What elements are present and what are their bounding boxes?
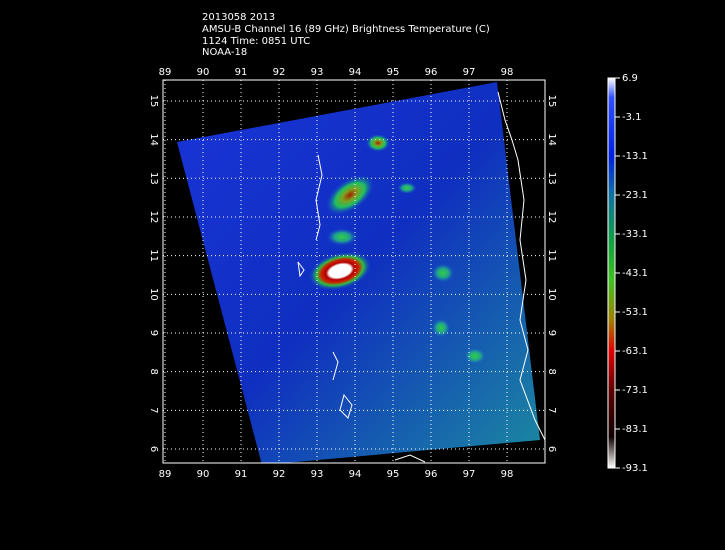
colorbar-label: -93.1: [622, 463, 648, 474]
lat-label: 6: [546, 446, 557, 452]
lat-label: 9: [148, 330, 159, 336]
lon-label: 95: [387, 469, 400, 480]
lon-label: 92: [273, 469, 286, 480]
convection: [431, 318, 451, 338]
lat-label: 13: [546, 172, 557, 185]
lon-label: 94: [349, 469, 362, 480]
lon-label: 93: [311, 67, 324, 78]
lon-label: 93: [311, 469, 324, 480]
title-line: NOAA-18: [202, 47, 247, 58]
map-image: [177, 82, 545, 463]
lat-label: 6: [148, 446, 159, 452]
lat-label: 9: [546, 330, 557, 336]
lat-label: 8: [148, 368, 159, 374]
lon-label: 96: [425, 469, 438, 480]
lat-label: 11: [148, 249, 159, 262]
convection: [366, 134, 390, 152]
lon-label: 90: [197, 67, 210, 78]
storm-core: [308, 251, 372, 291]
colorbar-label: -43.1: [622, 268, 648, 279]
lon-label: 98: [501, 469, 514, 480]
convection: [463, 347, 487, 365]
lon-label: 90: [197, 469, 210, 480]
colorbar-label: -13.1: [622, 151, 648, 162]
title-line: 1124 Time: 0851 UTC: [202, 36, 310, 47]
coastline: [297, 91, 545, 463]
lon-label: 89: [159, 469, 172, 480]
lat-label: 10: [546, 288, 557, 301]
lon-label: 98: [501, 67, 514, 78]
convection: [325, 174, 375, 216]
lon-label: 96: [425, 67, 438, 78]
lon-label: 91: [235, 469, 248, 480]
lon-label: 94: [349, 67, 362, 78]
colorbar-label: -23.1: [622, 190, 648, 201]
lon-label: 97: [463, 469, 476, 480]
title-line: AMSU-B Channel 16 (89 GHz) Brightness Te…: [202, 24, 490, 35]
colorbar-label: -73.1: [622, 385, 648, 396]
lat-label: 15: [148, 95, 159, 108]
lat-label: 14: [148, 133, 159, 146]
convection: [397, 182, 417, 194]
lat-label: 12: [148, 211, 159, 224]
title-line: 2013058 2013: [202, 12, 275, 23]
colorbar-label: -3.1: [622, 112, 642, 123]
colorbar-label: 6.9: [622, 73, 638, 84]
lon-label: 95: [387, 67, 400, 78]
lat-label: 13: [148, 172, 159, 185]
lon-label: 91: [235, 67, 248, 78]
lat-label: 7: [546, 407, 557, 413]
lon-label: 97: [463, 67, 476, 78]
lat-label: 14: [546, 133, 557, 146]
lon-label: 92: [273, 67, 286, 78]
lat-label: 10: [148, 288, 159, 301]
colorbar-label: -63.1: [622, 346, 648, 357]
lat-label: 12: [546, 211, 557, 224]
lat-label: 11: [546, 249, 557, 262]
colorbar: [607, 77, 616, 469]
colorbar-label: -53.1: [622, 307, 648, 318]
lat-label: 15: [546, 95, 557, 108]
map-frame: [162, 79, 546, 464]
lon-label: 89: [159, 67, 172, 78]
lat-label: 8: [546, 368, 557, 374]
convection: [431, 263, 455, 283]
lat-label: 7: [148, 407, 159, 413]
colorbar-label: -83.1: [622, 424, 648, 435]
colorbar-label: -33.1: [622, 229, 648, 240]
convection: [326, 228, 358, 246]
